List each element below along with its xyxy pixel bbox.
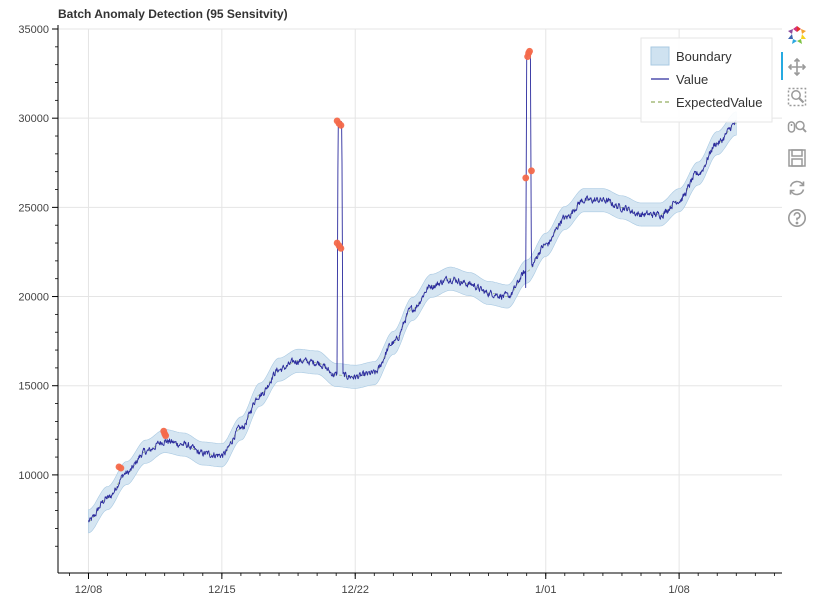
wheel-zoom-icon[interactable]: [786, 116, 808, 138]
reset-icon[interactable]: [786, 177, 808, 199]
value-series-line: [88, 53, 737, 523]
y-tick-label-2: 20000: [18, 292, 49, 304]
x-tick-label-0: 12/08: [75, 584, 103, 596]
boundary-area: [88, 111, 737, 534]
pan-icon[interactable]: [786, 56, 808, 78]
bokeh-logo-icon[interactable]: [786, 24, 808, 46]
value-line: [88, 53, 737, 523]
axes: 10000 15000 20000 25000 30000 35000 12/08 12/15…: [18, 24, 782, 596]
legend: Boundary Value ExpectedValue: [640, 37, 773, 123]
anomaly-point-11: [522, 174, 530, 182]
save-icon[interactable]: [786, 147, 808, 169]
y-tick-label-3: 25000: [18, 202, 49, 214]
box-zoom-icon[interactable]: [786, 86, 808, 108]
expected-line: [88, 123, 737, 522]
chart-title: Batch Anomaly Detection (95 Sensitvity): [58, 7, 288, 21]
anomaly-point-15: [526, 47, 533, 55]
expected-value-line: [88, 123, 737, 522]
anomaly-point-1: [117, 464, 125, 472]
legend-label-expected: ExpectedValue: [676, 95, 763, 110]
legend-swatch-boundary: [650, 46, 670, 66]
y-tick-label-1: 15000: [18, 381, 49, 393]
anomaly-point-10: [337, 121, 345, 129]
x-tick-label-3: 1/01: [535, 584, 556, 596]
help-icon[interactable]: [786, 207, 808, 229]
y-tick-label-4: 30000: [18, 113, 49, 125]
x-tick-label-1: 12/15: [208, 584, 236, 596]
active-tool-indicator: [781, 52, 783, 80]
anomaly-point-12: [528, 167, 535, 175]
boundary-band: [88, 111, 737, 534]
anomaly-point-4: [162, 432, 170, 440]
anomaly-points: [115, 47, 535, 472]
legend-label-value: Value: [676, 72, 708, 87]
anomaly-point-9: [337, 244, 345, 252]
y-tick-label-0: 10000: [18, 470, 49, 482]
y-tick-label-5: 35000: [18, 24, 49, 36]
x-tick-label-4: 1/08: [668, 584, 689, 596]
x-tick-label-2: 12/22: [341, 584, 369, 596]
legend-label-boundary: Boundary: [676, 49, 732, 64]
